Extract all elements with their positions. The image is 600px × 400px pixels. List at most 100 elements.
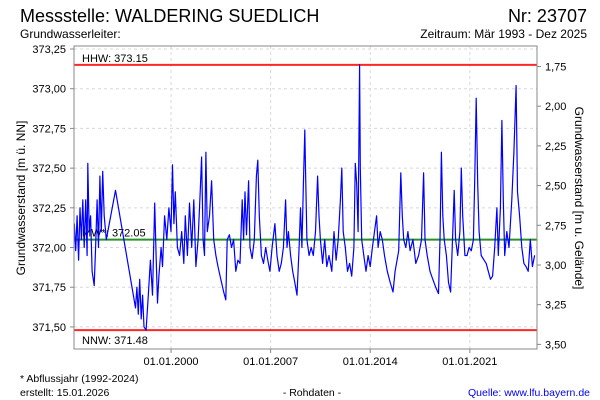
data-point	[494, 247, 496, 248]
data-point	[318, 215, 320, 217]
data-point	[418, 255, 420, 256]
data-point	[100, 231, 102, 233]
data-point	[96, 199, 98, 201]
series-group	[73, 64, 536, 331]
data-point	[83, 247, 85, 248]
data-point	[347, 270, 348, 272]
data-point	[241, 199, 243, 201]
data-point	[191, 247, 193, 248]
data-point	[521, 247, 523, 248]
data-point	[283, 247, 284, 248]
data-point	[407, 231, 409, 233]
data-point	[421, 239, 422, 240]
data-point	[443, 239, 445, 240]
data-point	[379, 231, 381, 233]
data-point	[504, 255, 506, 256]
data-point	[177, 247, 178, 248]
data-point	[260, 255, 262, 256]
source-link[interactable]: Quelle: www.lfu.bayern.de	[468, 387, 590, 399]
data-point	[213, 239, 215, 240]
data-point	[487, 270, 489, 272]
data-point	[386, 270, 388, 272]
data-point	[440, 151, 442, 153]
data-point	[453, 189, 455, 191]
data-point	[78, 259, 79, 261]
data-point	[215, 255, 217, 256]
created-date: erstellt: 15.01.2026	[20, 387, 109, 399]
rawdata-label: - Rohdaten -	[283, 387, 342, 399]
data-point	[500, 207, 501, 209]
data-point	[249, 247, 251, 248]
data-point	[82, 199, 84, 201]
data-point	[474, 175, 476, 177]
data-point	[361, 239, 363, 240]
x-tick-label: 01.01.2014	[343, 356, 398, 368]
data-point	[333, 231, 335, 233]
data-point	[285, 199, 286, 201]
data-point	[438, 293, 439, 294]
data-point	[158, 275, 160, 277]
data-point	[357, 231, 359, 233]
data-point	[251, 258, 253, 260]
data-point	[381, 239, 383, 240]
data-point	[371, 247, 373, 248]
data-point	[432, 278, 434, 280]
data-point	[220, 278, 222, 280]
data-point	[139, 278, 141, 280]
data-point	[211, 180, 212, 182]
data-point	[534, 255, 535, 256]
y2-tick-label: 2,75	[545, 220, 566, 232]
data-point	[228, 234, 230, 236]
y2-axis-label: Grundwasserstand [m u. Gelände]	[572, 107, 586, 290]
data-point	[172, 164, 173, 166]
data-point	[310, 247, 312, 248]
data-point	[223, 291, 225, 293]
data-point	[193, 199, 195, 201]
y-tick-label: 373,00	[32, 84, 66, 96]
data-point	[157, 302, 158, 304]
data-point	[519, 215, 521, 217]
data-point	[150, 259, 151, 261]
y-tick-label: 372,75	[32, 123, 66, 135]
data-point	[523, 263, 525, 264]
data-point	[154, 202, 156, 204]
data-point	[359, 64, 360, 66]
data-point	[202, 239, 204, 240]
data-point	[401, 215, 403, 217]
data-point	[317, 175, 318, 177]
data-point	[485, 263, 487, 264]
data-point	[508, 247, 510, 248]
data-point	[511, 199, 513, 201]
data-point	[354, 162, 356, 164]
data-point	[181, 231, 183, 233]
data-point	[448, 282, 449, 283]
data-point	[483, 259, 485, 261]
data-point	[197, 239, 199, 240]
data-point	[95, 247, 97, 248]
data-point	[308, 255, 310, 256]
data-point	[326, 266, 328, 267]
data-point	[263, 263, 264, 264]
data-point	[423, 172, 424, 174]
data-point	[173, 223, 175, 225]
data-point	[472, 239, 474, 240]
data-point	[429, 270, 431, 272]
data-point	[353, 247, 355, 248]
y-tick-label: 373,25	[32, 44, 66, 56]
data-point	[296, 294, 298, 296]
data-point	[184, 215, 186, 217]
data-point	[298, 247, 300, 248]
data-point	[515, 85, 517, 86]
data-point	[205, 151, 207, 153]
data-point	[525, 266, 527, 267]
data-point	[477, 183, 479, 185]
data-point	[457, 255, 459, 256]
data-point	[183, 263, 185, 264]
data-point	[142, 294, 143, 296]
y2-tick-label: 3,00	[545, 260, 566, 272]
data-point	[464, 255, 466, 256]
data-point	[502, 199, 504, 201]
data-point	[243, 239, 245, 240]
x-tick-label: 01.01.2007	[243, 356, 298, 368]
data-point	[532, 266, 533, 267]
